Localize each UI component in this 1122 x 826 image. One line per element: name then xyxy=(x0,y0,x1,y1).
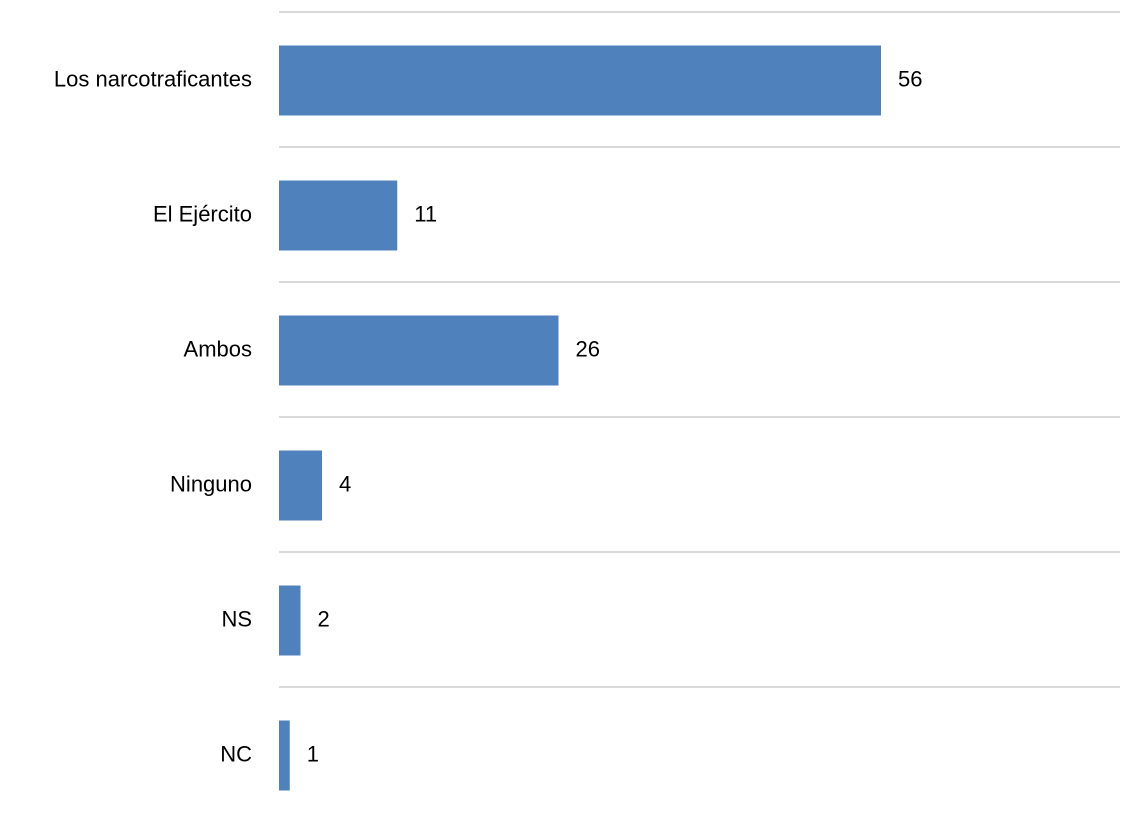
value-label-nc: 1 xyxy=(307,741,319,766)
category-labels: Los narcotraficantes El Ejército Ambos Ning… xyxy=(54,66,252,766)
bar-ninguno xyxy=(279,450,322,521)
value-labels: 56 11 26 4 2 1 xyxy=(307,66,923,766)
value-label-ns: 2 xyxy=(318,606,330,631)
value-label-los-narcotraficantes: 56 xyxy=(898,66,922,91)
category-label-ninguno: Ninguno xyxy=(170,471,252,496)
bar-los-narcotraficantes xyxy=(279,45,881,116)
gridlines xyxy=(279,11,1120,688)
category-label-los-narcotraficantes: Los narcotraficantes xyxy=(54,66,252,91)
category-label-ambos: Ambos xyxy=(184,336,252,361)
value-label-ninguno: 4 xyxy=(339,471,351,496)
category-label-el-ejercito: El Ejército xyxy=(153,201,252,226)
category-label-nc: NC xyxy=(220,741,252,766)
value-label-ambos: 26 xyxy=(576,336,600,361)
bar-nc xyxy=(279,720,290,791)
bar-ns xyxy=(279,585,301,656)
bar-ambos xyxy=(279,315,559,386)
bar-el-ejercito xyxy=(279,180,398,251)
value-label-el-ejercito: 11 xyxy=(414,201,437,226)
bars xyxy=(279,45,881,791)
category-label-ns: NS xyxy=(221,606,252,631)
